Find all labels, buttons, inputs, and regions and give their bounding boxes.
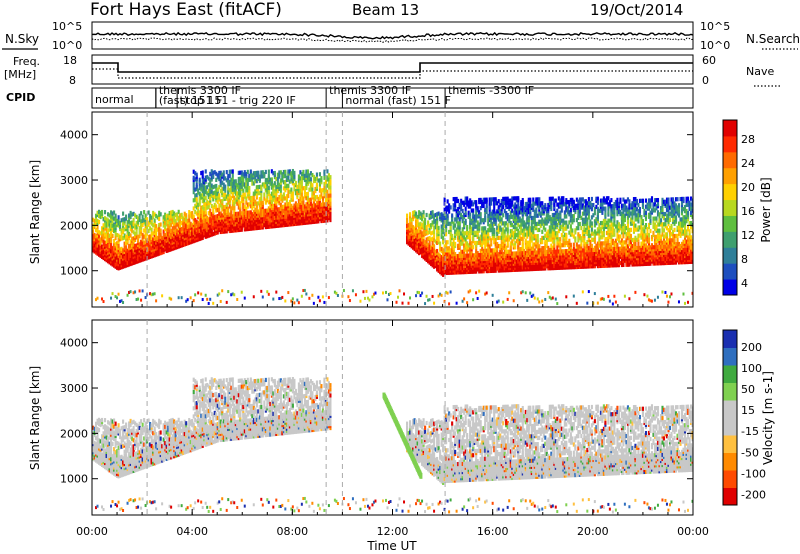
cpid-segment-label: (fast) 151 F	[159, 94, 223, 107]
colorbar-swatch	[723, 400, 737, 418]
velocity-colorbar: 200 100 50 15 -15 -50 -100 -200	[722, 329, 766, 506]
freq-trace	[92, 62, 693, 73]
nsky-panel: N.Sky 10^5 10^0 N.Search 10^5 10^0	[2, 20, 800, 52]
nsky-tick-top: 10^5	[52, 20, 82, 33]
nave-label: Nave	[746, 65, 774, 78]
colorbar-tick-label: 100	[741, 362, 762, 375]
colorbar-tick-label: 28	[741, 133, 755, 146]
y-tick-label: 3000	[60, 174, 88, 187]
power-colorbar: 28 24 20 16 12 8 4	[722, 119, 755, 296]
colorbar-tick-label: -15	[741, 425, 759, 438]
plot-title: Fort Hays East (fitACF)	[90, 0, 282, 20]
colorbar-swatch	[723, 330, 737, 348]
nave-tick-top: 60	[702, 54, 716, 67]
colorbar-swatch	[723, 365, 737, 383]
mode-change-lines	[146, 112, 446, 515]
colorbar-swatch	[723, 470, 737, 488]
colorbar-tick-label: 15	[741, 404, 755, 417]
cpid-segment-label: stop 151 - trig 220 IF	[180, 94, 296, 107]
nsearch-label: N.Search	[746, 32, 800, 46]
power-colorbar-label: Power [dB]	[759, 177, 773, 242]
velocity-ylabel: Slant Range [km]	[28, 366, 42, 470]
power-panel: 1000 2000 3000 4000 Slant Range [km] 28 24 20…	[28, 111, 773, 308]
colorbar-tick-label: 20	[741, 181, 755, 194]
colorbar-tick-label: 4	[741, 277, 748, 290]
nave-tick-bottom: 0	[702, 74, 709, 87]
cpid-label: CPID	[6, 91, 35, 104]
colorbar-swatch	[723, 183, 737, 201]
colorbar-tick-label: 24	[741, 157, 755, 170]
y-tick-label: 4000	[60, 129, 88, 142]
nave-trace	[92, 68, 693, 79]
colorbar-swatch	[723, 135, 737, 153]
cpid-segment-label: normal (fast) 151 F	[345, 94, 451, 107]
x-tick-label: 12:00	[377, 525, 409, 538]
colorbar-tick-label: 8	[741, 253, 748, 266]
y-tick-label: 2000	[60, 427, 88, 440]
colorbar-tick-label: -200	[741, 488, 766, 501]
colorbar-swatch	[723, 279, 737, 296]
x-axis-label: Time UT	[366, 539, 417, 553]
cpid-segment-label: normal	[95, 93, 134, 106]
nsearch-tick-top: 10^5	[700, 20, 730, 33]
velocity-heatmap	[92, 376, 693, 514]
x-tick-label: 04:00	[176, 525, 208, 538]
y-tick-label: 1000	[60, 265, 88, 278]
colorbar-tick-label: 16	[741, 205, 755, 218]
cpid-segment-label: themis 3300 IF	[329, 84, 411, 97]
power-ylabel: Slant Range [km]	[28, 160, 42, 264]
colorbar-swatch	[723, 452, 737, 471]
y-tick-label: 3000	[60, 382, 88, 395]
x-tick-label: 00:00	[677, 525, 709, 538]
colorbar-swatch	[723, 231, 737, 248]
colorbar-swatch	[723, 347, 737, 366]
time-axis: 00:00 04:00 08:00 12:00 16:00 20:00 00:00	[76, 112, 709, 538]
velocity-panel: 1000 2000 3000 4000 Slant Range [km] 200 100…	[28, 319, 775, 516]
colorbar-tick-label: 200	[741, 341, 762, 354]
nsky-trace	[91, 31, 694, 40]
power-heatmap	[92, 168, 693, 306]
colorbar-swatch	[723, 247, 737, 264]
colorbar-tick-label: 50	[741, 383, 755, 396]
colorbar-swatch	[723, 120, 737, 137]
colorbar-swatch	[723, 167, 737, 185]
y-tick-label: 4000	[60, 337, 88, 350]
cpid-segment-label: themis -3300 IF	[448, 84, 534, 97]
nsky-tick-bottom: 10^0	[52, 39, 82, 52]
colorbar-swatch	[723, 263, 737, 280]
velocity-colorbar-label: Velocity [m s-1]	[761, 371, 775, 465]
colorbar-tick-label: 12	[741, 229, 755, 242]
y-tick-label: 1000	[60, 473, 88, 486]
x-tick-label: 08:00	[276, 525, 308, 538]
colorbar-swatch	[723, 151, 737, 169]
beam-label: Beam 13	[352, 1, 419, 19]
freq-label-1: Freq.	[13, 55, 40, 68]
x-tick-label: 20:00	[577, 525, 609, 538]
colorbar-tick-label: -50	[741, 446, 759, 459]
colorbar-swatch	[723, 215, 737, 232]
date-label: 19/Oct/2014	[590, 1, 683, 19]
cpid-segment-label: themis 3300 IF	[159, 84, 241, 97]
x-tick-label: 16:00	[477, 525, 509, 538]
nsearch-tick-bottom: 10^0	[700, 39, 730, 52]
y-tick-label: 2000	[60, 219, 88, 232]
colorbar-tick-label: -100	[741, 467, 766, 480]
freq-tick-bottom: 8	[69, 74, 76, 87]
nsearch-trace	[91, 37, 694, 43]
nsky-label: N.Sky	[5, 32, 39, 46]
colorbar-swatch	[723, 417, 737, 436]
freq-panel: Freq. [MHz] 18 8 Nave 60 0	[4, 54, 780, 87]
colorbar-swatch	[723, 382, 737, 401]
x-tick-label: 00:00	[76, 525, 108, 538]
freq-label-2: [MHz]	[4, 68, 36, 81]
colorbar-swatch	[723, 487, 737, 506]
colorbar-swatch	[723, 435, 737, 453]
colorbar-swatch	[723, 199, 737, 216]
freq-tick-top: 18	[63, 54, 77, 67]
